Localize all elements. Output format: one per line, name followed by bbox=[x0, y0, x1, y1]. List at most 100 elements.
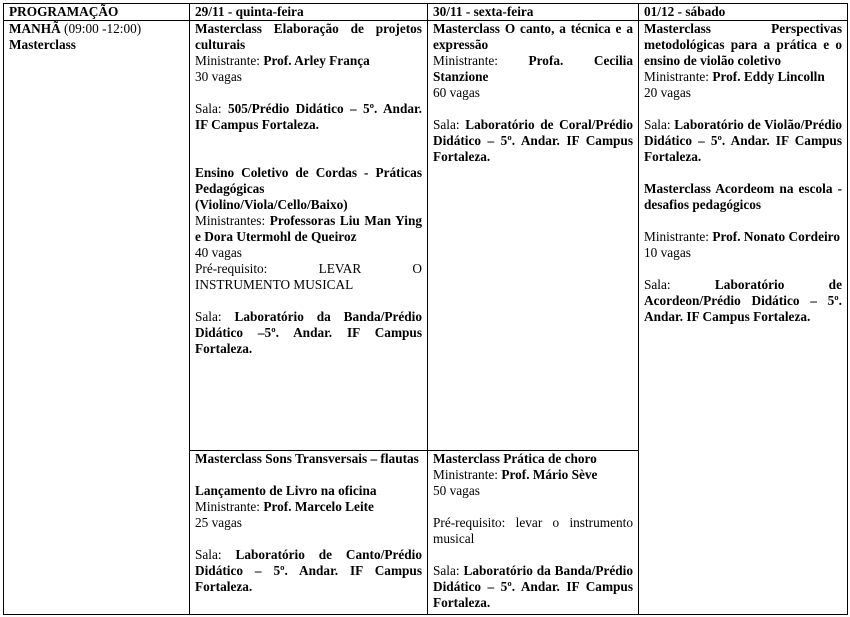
text: Sala: bbox=[195, 101, 228, 116]
bold-text: Masterclass Sons Transversais – flautas bbox=[195, 451, 419, 466]
cell-paragraph: 10 vagas bbox=[644, 245, 842, 261]
cell-paragraph: Pré-requisito: LEVAR O INSTRUMENTO MUSIC… bbox=[195, 261, 422, 293]
blank-line bbox=[644, 101, 842, 117]
cell-paragraph: 50 vagas bbox=[433, 483, 633, 499]
text: Ministrante: bbox=[644, 229, 713, 244]
blank-line bbox=[433, 101, 633, 117]
cell-paragraph: Sala: Laboratório de Acordeon/Prédio Did… bbox=[644, 277, 842, 325]
bold-text: Ensino Coletivo de Cordas - Práticas Ped… bbox=[195, 165, 422, 196]
blank-line bbox=[195, 85, 422, 101]
cell-paragraph: Masterclass O canto, a técnica e a expre… bbox=[433, 21, 633, 53]
blank-line bbox=[433, 547, 633, 563]
cell-paragraph: Ministrante: Prof. Nonato Cordeiro bbox=[644, 229, 842, 245]
blank-line bbox=[433, 499, 633, 515]
text: Pré-requisito: levar o instrumento music… bbox=[433, 515, 633, 546]
bold-text: Prof. Eddy Lincolln bbox=[712, 69, 825, 84]
text: Ministrante: bbox=[433, 467, 502, 482]
text: 25 vagas bbox=[195, 515, 242, 530]
bold-text: Prof. Nonato Cordeiro bbox=[712, 229, 840, 244]
text: Sala: bbox=[195, 547, 236, 562]
text: 60 vagas bbox=[433, 85, 480, 100]
schedule-table: PROGRAMAÇÃO 29/11 - quinta-feira 30/11 -… bbox=[3, 3, 848, 615]
bold-text: Laboratório da Banda/Prédio Didático – 5… bbox=[433, 563, 633, 610]
blank-line bbox=[195, 133, 422, 149]
cell-paragraph: 40 vagas bbox=[195, 245, 422, 261]
bold-text: Laboratório de Acordeon/Prédio Didático … bbox=[644, 277, 842, 324]
cell-paragraph: Ministrante: Prof. Marcelo Leite bbox=[195, 499, 422, 515]
cell-saturday: Masterclass Perspectivas metodológicas p… bbox=[638, 20, 848, 615]
bold-text: Masterclass O canto, a técnica e a expre… bbox=[433, 21, 633, 52]
header-saturday: 01/12 - sábado bbox=[638, 3, 848, 21]
header-programacao: PROGRAMAÇÃO bbox=[3, 3, 190, 21]
bold-text: (Violino/Viola/Cello/Baixo) bbox=[195, 197, 348, 212]
cell-paragraph: Ministrante: Prof. Arley França bbox=[195, 53, 422, 69]
cell-paragraph: Masterclass Sons Transversais – flautas bbox=[195, 451, 422, 467]
bold-text: Prof. Mário Sève bbox=[501, 467, 598, 482]
bold-text: Laboratório de Coral/Prédio Didático – 5… bbox=[433, 117, 633, 164]
text: 20 vagas bbox=[644, 85, 691, 100]
cell-paragraph: Sala: Laboratório de Coral/Prédio Didáti… bbox=[433, 117, 633, 165]
text: Sala: bbox=[195, 309, 235, 324]
blank-line bbox=[644, 213, 842, 229]
text: Ministrantes: bbox=[195, 213, 270, 228]
blank-line bbox=[644, 165, 842, 181]
bold-text: Laboratório da Banda/Prédio Didático –5º… bbox=[195, 309, 422, 356]
header-row: PROGRAMAÇÃO 29/11 - quinta-feira 30/11 -… bbox=[3, 3, 848, 21]
cell-paragraph: Masterclass Acordeom na escola - desafio… bbox=[644, 181, 842, 213]
cell-paragraph: Masterclass Prática de choro bbox=[433, 451, 633, 467]
blank-line bbox=[195, 467, 422, 483]
text: Sala: bbox=[433, 117, 466, 132]
text: Ministrante: bbox=[644, 69, 713, 84]
text: Sala: bbox=[644, 277, 715, 292]
cell-friday-top: Masterclass O canto, a técnica e a expre… bbox=[427, 20, 639, 451]
text: Ministrante: bbox=[195, 499, 264, 514]
text: Sala: bbox=[433, 563, 464, 578]
cell-paragraph: Sala: Laboratório de Violão/Prédio Didát… bbox=[644, 117, 842, 165]
schedule-row: MANHÃ (09:00 -12:00) Masterclass Masterc… bbox=[3, 20, 848, 615]
text: 50 vagas bbox=[433, 483, 480, 498]
period-time: (09:00 -12:00) bbox=[60, 21, 142, 36]
header-friday: 30/11 - sexta-feira bbox=[427, 3, 639, 21]
cell-paragraph: Ministrantes: Professoras Liu Man Ying e… bbox=[195, 213, 422, 245]
text: Ministrante: bbox=[433, 53, 529, 68]
blank-line bbox=[644, 261, 842, 277]
schedule-row: Masterclass Sons Transversais – flautas L… bbox=[4, 450, 848, 615]
bold-text: Professoras Liu Man Ying e Dora Utermohl… bbox=[195, 213, 422, 244]
cell-paragraph: Ministrante: Prof. Eddy Lincolln bbox=[644, 69, 842, 85]
blank-line bbox=[195, 293, 422, 309]
bold-text: Prof. Marcelo Leite bbox=[263, 499, 374, 514]
cell-paragraph: Ensino Coletivo de Cordas - Práticas Ped… bbox=[195, 165, 422, 197]
cell-paragraph: Ministrante: Prof. Mário Sève bbox=[433, 467, 633, 483]
cell-paragraph: 25 vagas bbox=[195, 515, 422, 531]
blank-line bbox=[195, 531, 422, 547]
cell-paragraph: Lançamento de Livro na oficina bbox=[195, 483, 422, 499]
bold-text: Laboratório de Canto/Prédio Didático – 5… bbox=[195, 547, 422, 594]
bold-text: Lançamento de Livro na oficina bbox=[195, 483, 377, 498]
text: Sala: bbox=[644, 117, 675, 132]
blank-line bbox=[195, 149, 422, 165]
text: 40 vagas bbox=[195, 245, 242, 260]
cell-paragraph: Sala: Laboratório da Banda/Prédio Didáti… bbox=[433, 563, 633, 611]
cell-paragraph: Masterclass Perspectivas metodológicas p… bbox=[644, 21, 842, 69]
bold-text: Laboratório de Violão/Prédio Didático – … bbox=[644, 117, 842, 164]
cell-paragraph: 60 vagas bbox=[433, 85, 633, 101]
bold-text: Masterclass Prática de choro bbox=[433, 451, 597, 466]
text: 10 vagas bbox=[644, 245, 691, 260]
cell-paragraph: Sala: Laboratório de Canto/Prédio Didáti… bbox=[195, 547, 422, 595]
bold-text: Profa. Cecilia Stanzione bbox=[433, 53, 633, 84]
text: Ministrante: bbox=[195, 53, 264, 68]
bold-text: Masterclass Acordeom na escola - desafio… bbox=[644, 181, 842, 212]
cell-paragraph: (Violino/Viola/Cello/Baixo) bbox=[195, 197, 422, 213]
period-cell: MANHÃ (09:00 -12:00) Masterclass bbox=[3, 20, 190, 615]
bold-text: Masterclass Elaboração de projetos cultu… bbox=[195, 21, 422, 52]
period-type: Masterclass bbox=[9, 37, 76, 52]
cell-paragraph: 20 vagas bbox=[644, 85, 842, 101]
bold-text: Prof. Arley França bbox=[263, 53, 370, 68]
text: Pré-requisito: LEVAR O INSTRUMENTO MUSIC… bbox=[195, 261, 422, 292]
cell-thursday-bottom: Masterclass Sons Transversais – flautas L… bbox=[189, 450, 428, 615]
cell-paragraph: Masterclass Elaboração de projetos cultu… bbox=[195, 21, 422, 53]
cell-paragraph: Pré-requisito: levar o instrumento music… bbox=[433, 515, 633, 547]
text: 30 vagas bbox=[195, 69, 242, 84]
header-thursday: 29/11 - quinta-feira bbox=[189, 3, 428, 21]
bold-text: Masterclass Perspectivas metodológicas p… bbox=[644, 21, 842, 68]
